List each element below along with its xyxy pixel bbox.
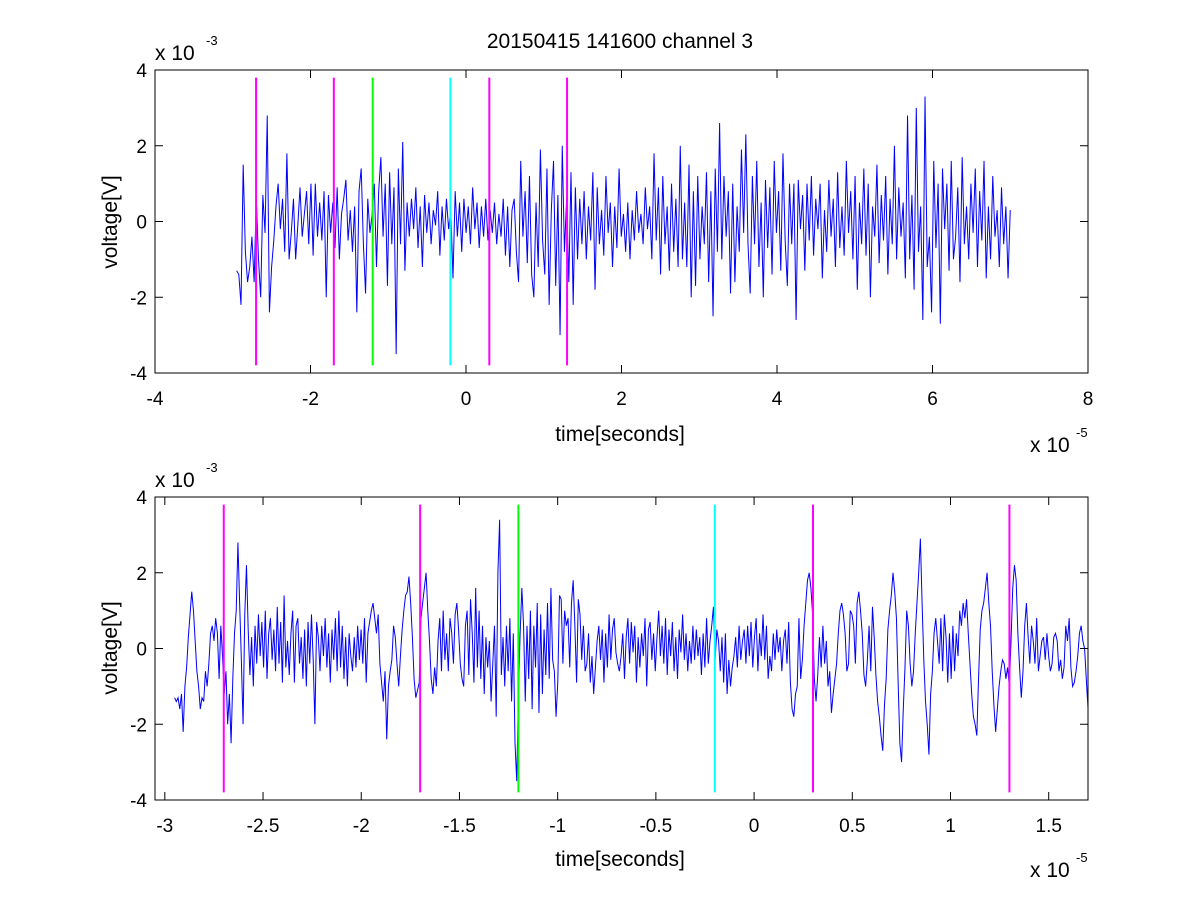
bottom-ytick-label: 2 bbox=[136, 564, 147, 585]
top-xtick-label: 8 bbox=[1083, 389, 1094, 410]
bottom-plot-xlabel: time[seconds] bbox=[555, 848, 685, 871]
bottom-xtick-label: -2 bbox=[353, 816, 370, 837]
top-xtick-label: 0 bbox=[461, 389, 472, 410]
top-xtick-label: 6 bbox=[927, 389, 938, 410]
bottom-ytick-label: -2 bbox=[130, 715, 147, 736]
top-y-exp-power: -3 bbox=[206, 33, 218, 48]
bottom-plot-area bbox=[174, 504, 1088, 793]
top-ytick-label: 2 bbox=[136, 137, 147, 158]
top-ytick-label: 4 bbox=[136, 61, 147, 82]
bottom-xtick-label: -0.5 bbox=[639, 816, 672, 837]
top-xtick-label: -2 bbox=[302, 389, 319, 410]
bottom-xtick-label: 1.5 bbox=[1036, 816, 1062, 837]
bottom-plot: -3 -2.5 -2 -1.5 -1 -0.5 0 0.5 1 1.5 -4 -2 0 2 4 time[s… bbox=[99, 460, 1089, 882]
top-x-exp-base: x 10 bbox=[1030, 434, 1070, 457]
top-series-line-0 bbox=[236, 96, 1011, 355]
top-plot-ticks: -4 -2 0 2 4 6 8 -4 -2 0 2 4 bbox=[130, 61, 1093, 410]
bottom-x-exp-power: -5 bbox=[1076, 850, 1088, 865]
bottom-plot-y-exponent: x 10 -3 bbox=[155, 460, 218, 492]
bottom-xtick-label: 0.5 bbox=[839, 816, 865, 837]
bottom-xtick-label: -3 bbox=[156, 816, 173, 837]
bottom-ytick-label: 0 bbox=[136, 640, 147, 661]
bottom-series-line-0 bbox=[174, 519, 1088, 782]
top-plot-y-exponent: x 10 -3 bbox=[155, 33, 218, 65]
bottom-ytick-label: 4 bbox=[136, 488, 147, 509]
top-plot-ylabel: voltage[V] bbox=[99, 175, 122, 268]
bottom-plot-x-exponent: x 10 -5 bbox=[1030, 850, 1088, 882]
top-xtick-label: 2 bbox=[616, 389, 627, 410]
top-ytick-label: -4 bbox=[130, 364, 147, 385]
bottom-plot-ticks: -3 -2.5 -2 -1.5 -1 -0.5 0 0.5 1 1.5 -4 -2 0 2 4 bbox=[130, 488, 1088, 837]
bottom-y-exp-power: -3 bbox=[206, 460, 218, 475]
top-plot-x-exponent: x 10 -5 bbox=[1030, 425, 1088, 457]
bottom-xtick-label: 1 bbox=[945, 816, 956, 837]
bottom-xtick-label: -2.5 bbox=[247, 816, 280, 837]
bottom-y-exp-base: x 10 bbox=[155, 469, 195, 492]
bottom-xtick-label: -1 bbox=[549, 816, 566, 837]
top-plot: -4 -2 0 2 4 6 8 -4 -2 0 2 4 time[seconds] voltage[V… bbox=[99, 33, 1093, 457]
bottom-xtick-label: 0 bbox=[749, 816, 760, 837]
bottom-plot-ylabel: voltage[V] bbox=[99, 601, 122, 694]
top-y-exp-base: x 10 bbox=[155, 42, 195, 65]
top-xtick-label: -4 bbox=[147, 389, 164, 410]
top-x-exp-power: -5 bbox=[1076, 425, 1088, 440]
top-plot-xlabel: time[seconds] bbox=[555, 423, 685, 446]
top-ytick-label: -2 bbox=[130, 288, 147, 309]
bottom-ytick-label: -4 bbox=[130, 791, 147, 812]
bottom-x-exp-base: x 10 bbox=[1030, 859, 1070, 882]
top-ytick-label: 0 bbox=[136, 213, 147, 234]
bottom-xtick-label: -1.5 bbox=[443, 816, 476, 837]
figure-title: 20150415 141600 channel 3 bbox=[487, 30, 753, 53]
top-plot-area bbox=[236, 77, 1011, 366]
top-xtick-label: 4 bbox=[772, 389, 783, 410]
